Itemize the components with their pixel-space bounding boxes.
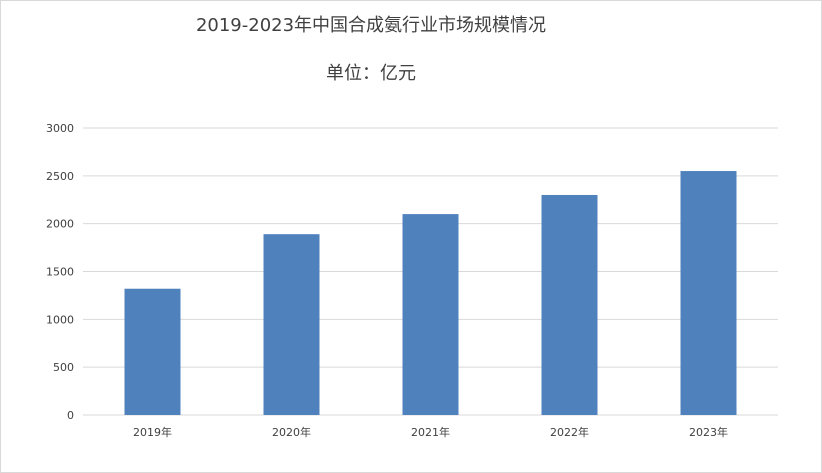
y-axis-ticks: 0 500 1000 1500 2000 2500 3000 — [46, 122, 74, 422]
y-tick-label: 3000 — [46, 122, 74, 135]
x-tick-label: 2023年 — [689, 425, 728, 439]
bar-2019年 — [124, 288, 181, 415]
chart-title: 2019-2023年中国合成氨行业市场规模情况 — [195, 15, 547, 36]
bar-2020年 — [263, 234, 320, 415]
x-tick-label: 2021年 — [411, 425, 450, 439]
x-tick-label: 2020年 — [272, 425, 311, 439]
y-tick-label: 2000 — [46, 218, 74, 231]
bar-2021年 — [402, 214, 459, 415]
x-tick-label: 2019年 — [133, 425, 172, 439]
x-tick-label: 2022年 — [550, 425, 589, 439]
y-tick-label: 500 — [53, 361, 74, 374]
chart-subtitle: 单位：亿元 — [326, 63, 416, 84]
bar-2023年 — [680, 171, 737, 415]
bar-2022年 — [541, 194, 598, 415]
y-tick-label: 0 — [67, 409, 74, 422]
y-tick-label: 1000 — [46, 313, 74, 326]
gridlines — [83, 127, 778, 416]
y-tick-label: 2500 — [46, 170, 74, 183]
x-axis-ticks: 2019年 2020年 2021年 2022年 2023年 — [133, 425, 728, 439]
bars — [124, 171, 737, 415]
y-tick-label: 1500 — [46, 266, 74, 279]
